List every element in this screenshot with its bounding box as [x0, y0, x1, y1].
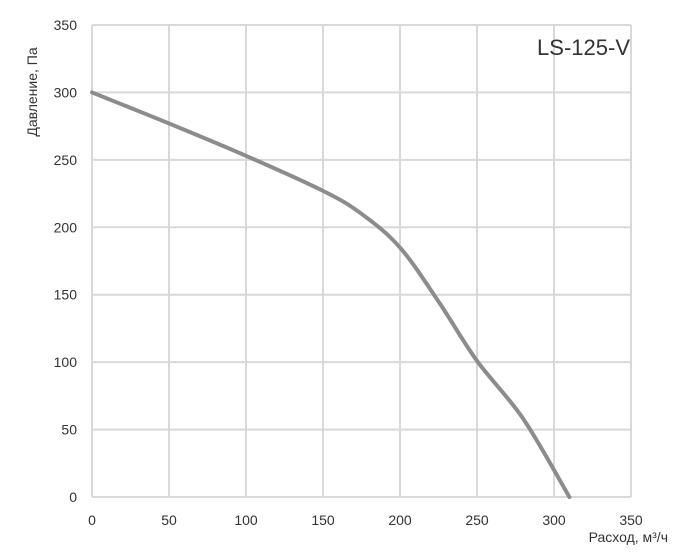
y-tick-label: 300 — [54, 84, 78, 100]
x-tick-label: 100 — [234, 512, 258, 528]
y-tick-label: 0 — [69, 489, 77, 505]
x-tick-label: 300 — [542, 512, 566, 528]
x-axis-label: Расход, м³/ч — [589, 529, 668, 545]
x-axis-ticks: 0 50 100 150 200 250 300 350 — [88, 512, 643, 528]
x-tick-label: 250 — [465, 512, 489, 528]
grid — [91, 24, 632, 498]
y-tick-label: 350 — [54, 17, 78, 33]
x-tick-label: 0 — [88, 512, 96, 528]
y-tick-label: 50 — [61, 422, 77, 438]
x-tick-label: 50 — [161, 512, 177, 528]
series-layer — [90, 90, 572, 499]
model-label: LS-125-V — [537, 35, 630, 60]
y-tick-label: 150 — [54, 287, 78, 303]
x-tick-label: 150 — [311, 512, 335, 528]
y-tick-label: 250 — [54, 152, 78, 168]
y-tick-label: 100 — [54, 354, 78, 370]
y-axis-ticks: 0 50 100 150 200 250 300 350 — [54, 17, 78, 505]
y-axis-label: Давление, Па — [24, 47, 40, 137]
series-line — [90, 90, 572, 499]
x-tick-label: 200 — [388, 512, 412, 528]
x-tick-label: 350 — [619, 512, 643, 528]
y-tick-label: 200 — [54, 219, 78, 235]
